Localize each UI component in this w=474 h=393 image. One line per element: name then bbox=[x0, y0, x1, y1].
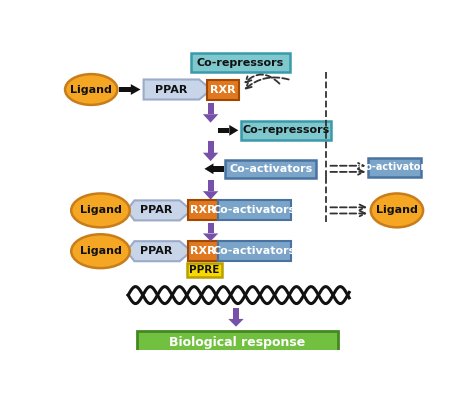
Text: PPRE: PPRE bbox=[189, 265, 219, 275]
Bar bbox=[213, 166, 225, 171]
Polygon shape bbox=[228, 319, 244, 327]
Bar bbox=[119, 87, 131, 92]
Text: Ligand: Ligand bbox=[80, 246, 121, 256]
Text: RXR: RXR bbox=[190, 246, 216, 256]
Bar bbox=[218, 241, 291, 261]
Bar bbox=[218, 200, 291, 220]
Polygon shape bbox=[127, 241, 191, 261]
Bar bbox=[219, 128, 229, 133]
Text: Biological response: Biological response bbox=[169, 336, 306, 349]
Ellipse shape bbox=[71, 193, 130, 227]
Text: Co-activators: Co-activators bbox=[358, 162, 431, 172]
Polygon shape bbox=[203, 114, 219, 123]
Text: RXR: RXR bbox=[190, 206, 216, 215]
Bar bbox=[207, 79, 239, 99]
Bar bbox=[241, 121, 331, 140]
Bar bbox=[208, 103, 214, 114]
Polygon shape bbox=[229, 125, 238, 136]
Text: Ligand: Ligand bbox=[376, 206, 418, 215]
Bar bbox=[137, 331, 337, 353]
Polygon shape bbox=[127, 200, 191, 220]
Bar bbox=[225, 160, 316, 178]
Polygon shape bbox=[203, 153, 219, 161]
Text: Co-repressors: Co-repressors bbox=[242, 125, 330, 135]
Text: PPAR: PPAR bbox=[155, 84, 187, 94]
Bar bbox=[188, 200, 218, 220]
Text: RXR: RXR bbox=[210, 84, 236, 94]
Bar bbox=[208, 180, 214, 191]
Polygon shape bbox=[203, 191, 219, 200]
Ellipse shape bbox=[371, 193, 423, 227]
Polygon shape bbox=[131, 84, 140, 95]
Polygon shape bbox=[203, 233, 219, 241]
Text: PPAR: PPAR bbox=[139, 206, 172, 215]
Bar bbox=[233, 308, 239, 319]
Ellipse shape bbox=[65, 74, 118, 105]
Bar bbox=[208, 223, 214, 233]
Ellipse shape bbox=[71, 234, 130, 268]
Bar bbox=[188, 241, 218, 261]
Text: Co-activators: Co-activators bbox=[212, 246, 296, 256]
Text: Ligand: Ligand bbox=[80, 206, 121, 215]
Bar bbox=[208, 141, 214, 153]
Polygon shape bbox=[204, 163, 213, 174]
Text: Co-activators: Co-activators bbox=[212, 206, 296, 215]
Bar bbox=[191, 53, 290, 72]
Text: Ligand: Ligand bbox=[70, 84, 112, 94]
Polygon shape bbox=[144, 79, 211, 99]
Bar bbox=[187, 263, 222, 277]
Bar bbox=[368, 158, 421, 176]
Text: Co-activators: Co-activators bbox=[229, 164, 312, 174]
Text: PPAR: PPAR bbox=[139, 246, 172, 256]
Text: Co-repressors: Co-repressors bbox=[197, 57, 284, 68]
